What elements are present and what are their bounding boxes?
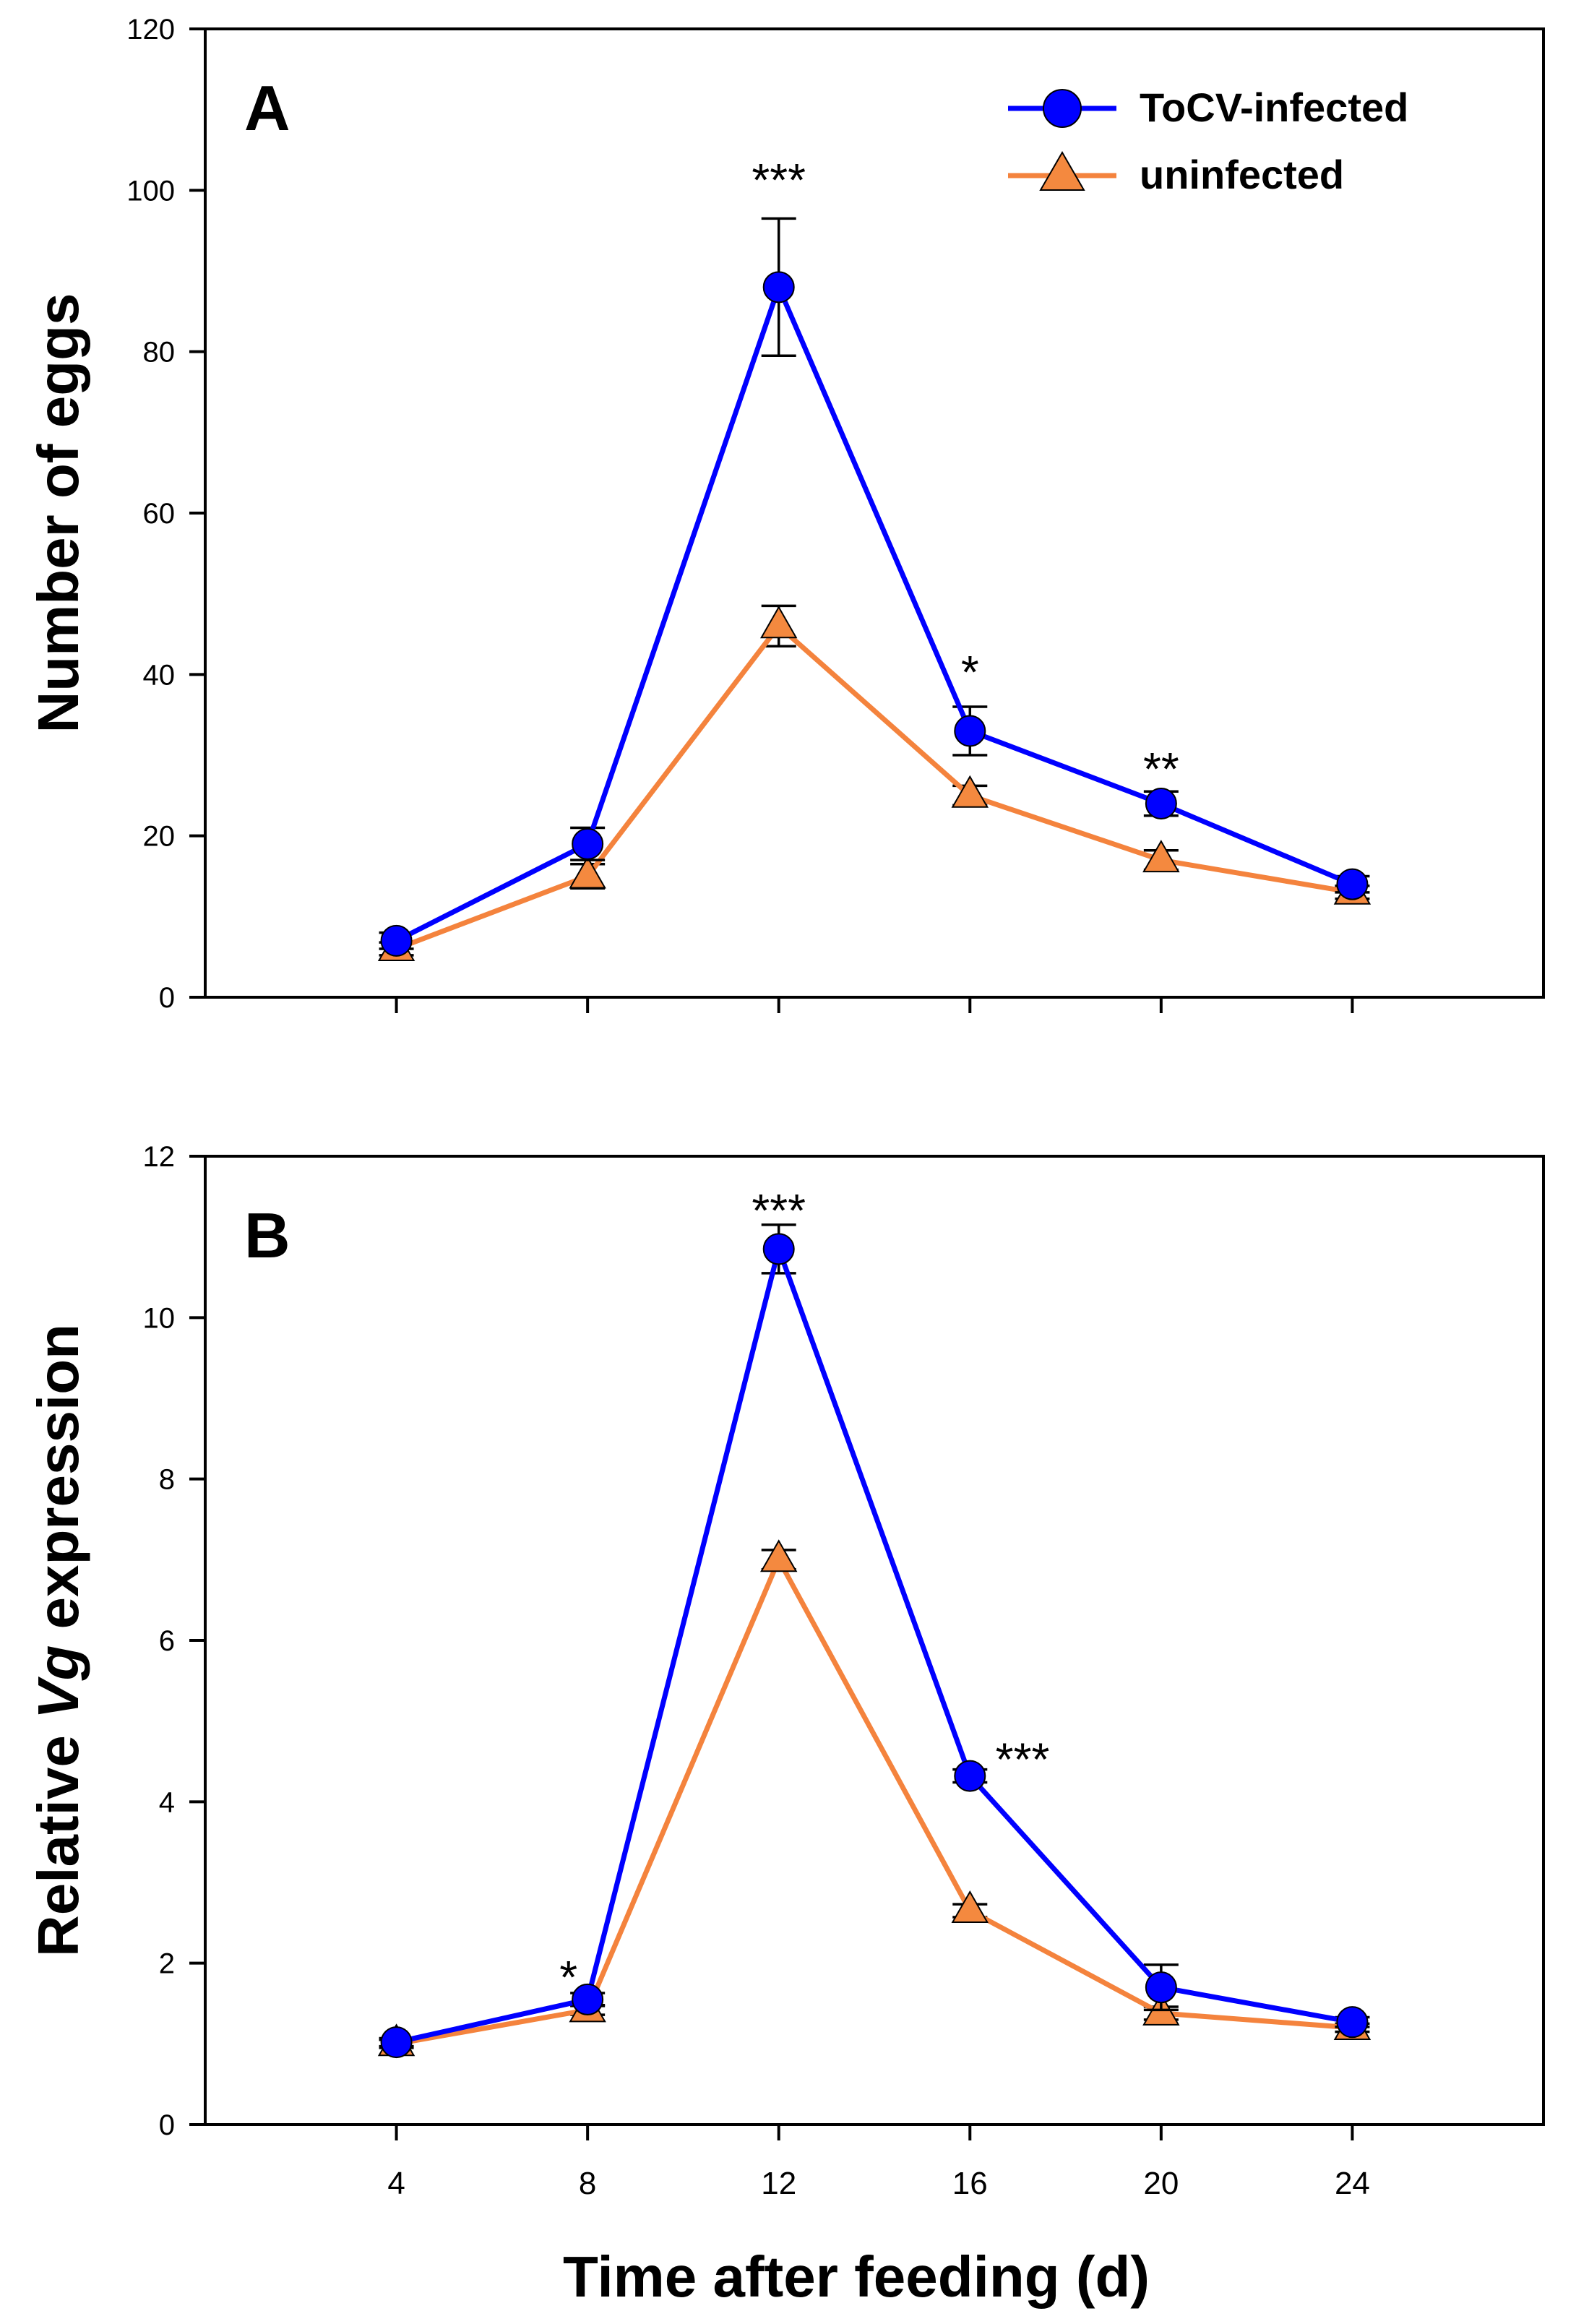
y-tick-label: 40	[143, 659, 176, 691]
y-axis-title: Relative Vg expression	[26, 1324, 90, 1957]
y-tick-label: 100	[126, 175, 175, 207]
x-tick-label: 12	[761, 2166, 796, 2201]
uninfected-point	[759, 606, 798, 639]
y-axis-title-part: expression	[26, 1324, 90, 1645]
uninfected-point	[569, 856, 606, 889]
y-tick-label: 4	[159, 1786, 175, 1818]
uninfected-point	[1142, 840, 1180, 873]
significance-label: ***	[752, 1184, 806, 1236]
infected-point	[1336, 2006, 1369, 2039]
y-tick-label: 0	[159, 2109, 175, 2141]
y-tick-label: 2	[159, 1948, 175, 1980]
uninfected-series-line	[395, 623, 1353, 952]
infected-point	[954, 715, 986, 747]
x-tick-label: 20	[1143, 2166, 1179, 2201]
infected-point	[380, 2026, 413, 2059]
y-tick-label: 8	[159, 1464, 175, 1496]
infected-point	[572, 1983, 604, 2015]
significance-label: ***	[996, 1733, 1050, 1785]
y-axis-title: Number of eggs	[26, 293, 90, 733]
y-tick-label: 60	[143, 498, 176, 530]
x-axis-title: Time after feeding (d)	[563, 2245, 1150, 2309]
y-axis-title-part: Vg	[26, 1645, 90, 1719]
y-tick-label: 20	[143, 821, 176, 853]
infected-point	[1145, 788, 1177, 819]
significance-label: **	[1143, 743, 1179, 795]
infected-series-line	[395, 1246, 1353, 2045]
plot-frame	[204, 1155, 1545, 2126]
infected-point	[954, 1760, 986, 1792]
panel-label: A	[244, 72, 290, 144]
infected-point	[1145, 1971, 1177, 2004]
uninfected-series-line	[395, 1557, 1353, 2047]
x-tick-label: 4	[387, 2166, 405, 2201]
legend-infected-marker	[1043, 89, 1082, 128]
uninfected-point	[951, 775, 989, 808]
infected-point	[762, 1233, 795, 1265]
significance-label: *	[961, 646, 979, 698]
x-tick-label: 24	[1335, 2166, 1370, 2201]
infected-point	[380, 924, 413, 957]
x-tick-label: 16	[952, 2166, 988, 2201]
y-tick-label: 12	[143, 1141, 176, 1173]
legend-uninfected-label: uninfected	[1140, 152, 1344, 197]
significance-label: *	[559, 1951, 577, 2003]
y-tick-label: 120	[126, 14, 175, 46]
legend-infected-label: ToCV-infected	[1140, 85, 1408, 130]
infected-series-line	[395, 284, 1353, 943]
infected-point	[762, 271, 795, 304]
y-tick-label: 80	[143, 337, 176, 369]
legend-uninfected-marker	[1039, 150, 1085, 191]
x-tick-label: 8	[579, 2166, 596, 2201]
significance-label: ***	[752, 154, 806, 206]
infected-point	[1336, 868, 1369, 900]
panel-label: B	[244, 1200, 290, 1271]
infected-point	[572, 827, 604, 860]
uninfected-point	[759, 1539, 798, 1572]
y-tick-label: 6	[159, 1625, 175, 1657]
y-axis-title-part: Relative	[26, 1719, 90, 1957]
y-tick-label: 0	[159, 982, 175, 1014]
uninfected-point	[951, 1890, 989, 1924]
y-tick-label: 10	[143, 1302, 176, 1334]
